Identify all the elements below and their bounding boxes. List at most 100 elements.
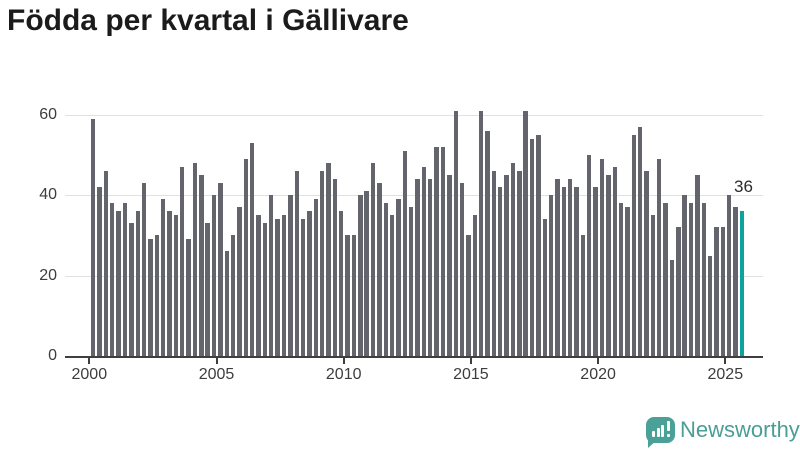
y-axis-tick-label: 20 [39,266,57,284]
bar [224,251,229,356]
bar [377,183,382,356]
bar [326,163,331,356]
bar [97,187,102,356]
x-axis-tick [469,358,472,364]
x-axis-tick [88,358,91,364]
bar [148,239,153,356]
bar [536,134,541,356]
bar [688,203,694,356]
bar [370,163,376,356]
y-axis-tick-label: 60 [39,105,57,123]
bar [529,138,535,356]
bar [300,219,306,356]
bar [383,203,388,356]
bar [548,195,554,356]
bar [472,215,477,356]
bar [727,195,732,356]
bar [288,195,293,356]
bar [237,207,242,356]
newsworthy-brand-text: Newsworthy [680,417,800,442]
bar [568,179,573,356]
bar [714,227,719,356]
bar [587,155,592,356]
bar [421,167,427,356]
gridline [65,195,763,197]
x-axis-tick [342,358,345,364]
bar [230,235,236,356]
latest-value-label: 36 [734,177,753,196]
bar [606,175,611,356]
y-axis-tick-label: 40 [39,186,57,204]
bar [313,199,318,356]
bar [409,207,414,356]
bar [339,211,344,356]
bar [466,235,471,356]
bar [173,215,179,356]
bar [186,239,191,356]
bar [396,199,401,356]
bar [402,150,408,356]
bar [262,223,268,356]
highlighted-bar [739,211,745,356]
bar [129,223,134,356]
bar [574,187,579,356]
x-axis-tick [215,358,218,364]
bar [319,171,325,356]
bar [701,203,706,356]
bar [637,126,643,356]
bar [644,171,649,356]
bar [580,235,586,356]
x-axis-tick [724,358,727,364]
bar [434,146,439,356]
x-axis-tick-label: 2010 [325,366,362,383]
bar [491,171,497,356]
bar [459,183,465,356]
bar [695,175,700,356]
x-axis-tick [597,358,600,364]
bar [440,146,446,356]
bar [542,219,547,356]
bar [707,255,713,356]
bar [485,130,490,356]
chart-title: Födda per kvartal i Gällivare [7,4,409,37]
bar [167,211,172,356]
bar [141,183,147,356]
bar [91,118,96,356]
bar [192,163,198,356]
bar [447,175,452,356]
bar [275,219,280,356]
newsworthy-logo[interactable]: Newsworthy [644,415,800,448]
bar [733,207,738,356]
bar [504,175,509,356]
bar [205,223,210,356]
x-axis-tick-label: 2020 [580,366,616,383]
bar [625,207,630,356]
bar [103,171,109,356]
x-axis-tick-label: 2025 [707,366,744,383]
bar [351,235,357,356]
bar [332,179,338,356]
bar [256,215,261,356]
bar [415,179,420,356]
x-axis-tick-label: 2000 [71,366,108,383]
bar [154,235,159,356]
bar [517,171,522,356]
bar [160,199,166,356]
bar [612,167,617,356]
bar [498,187,503,356]
bar [631,134,636,356]
bar [345,235,350,356]
bar [122,203,128,356]
bar [663,203,668,356]
bar [135,211,140,356]
bar [657,159,662,356]
bar [218,183,223,356]
bar [720,227,726,356]
bar [389,215,395,356]
bar [364,191,369,356]
bar [307,211,312,356]
bar [555,179,560,356]
bar [523,110,528,356]
